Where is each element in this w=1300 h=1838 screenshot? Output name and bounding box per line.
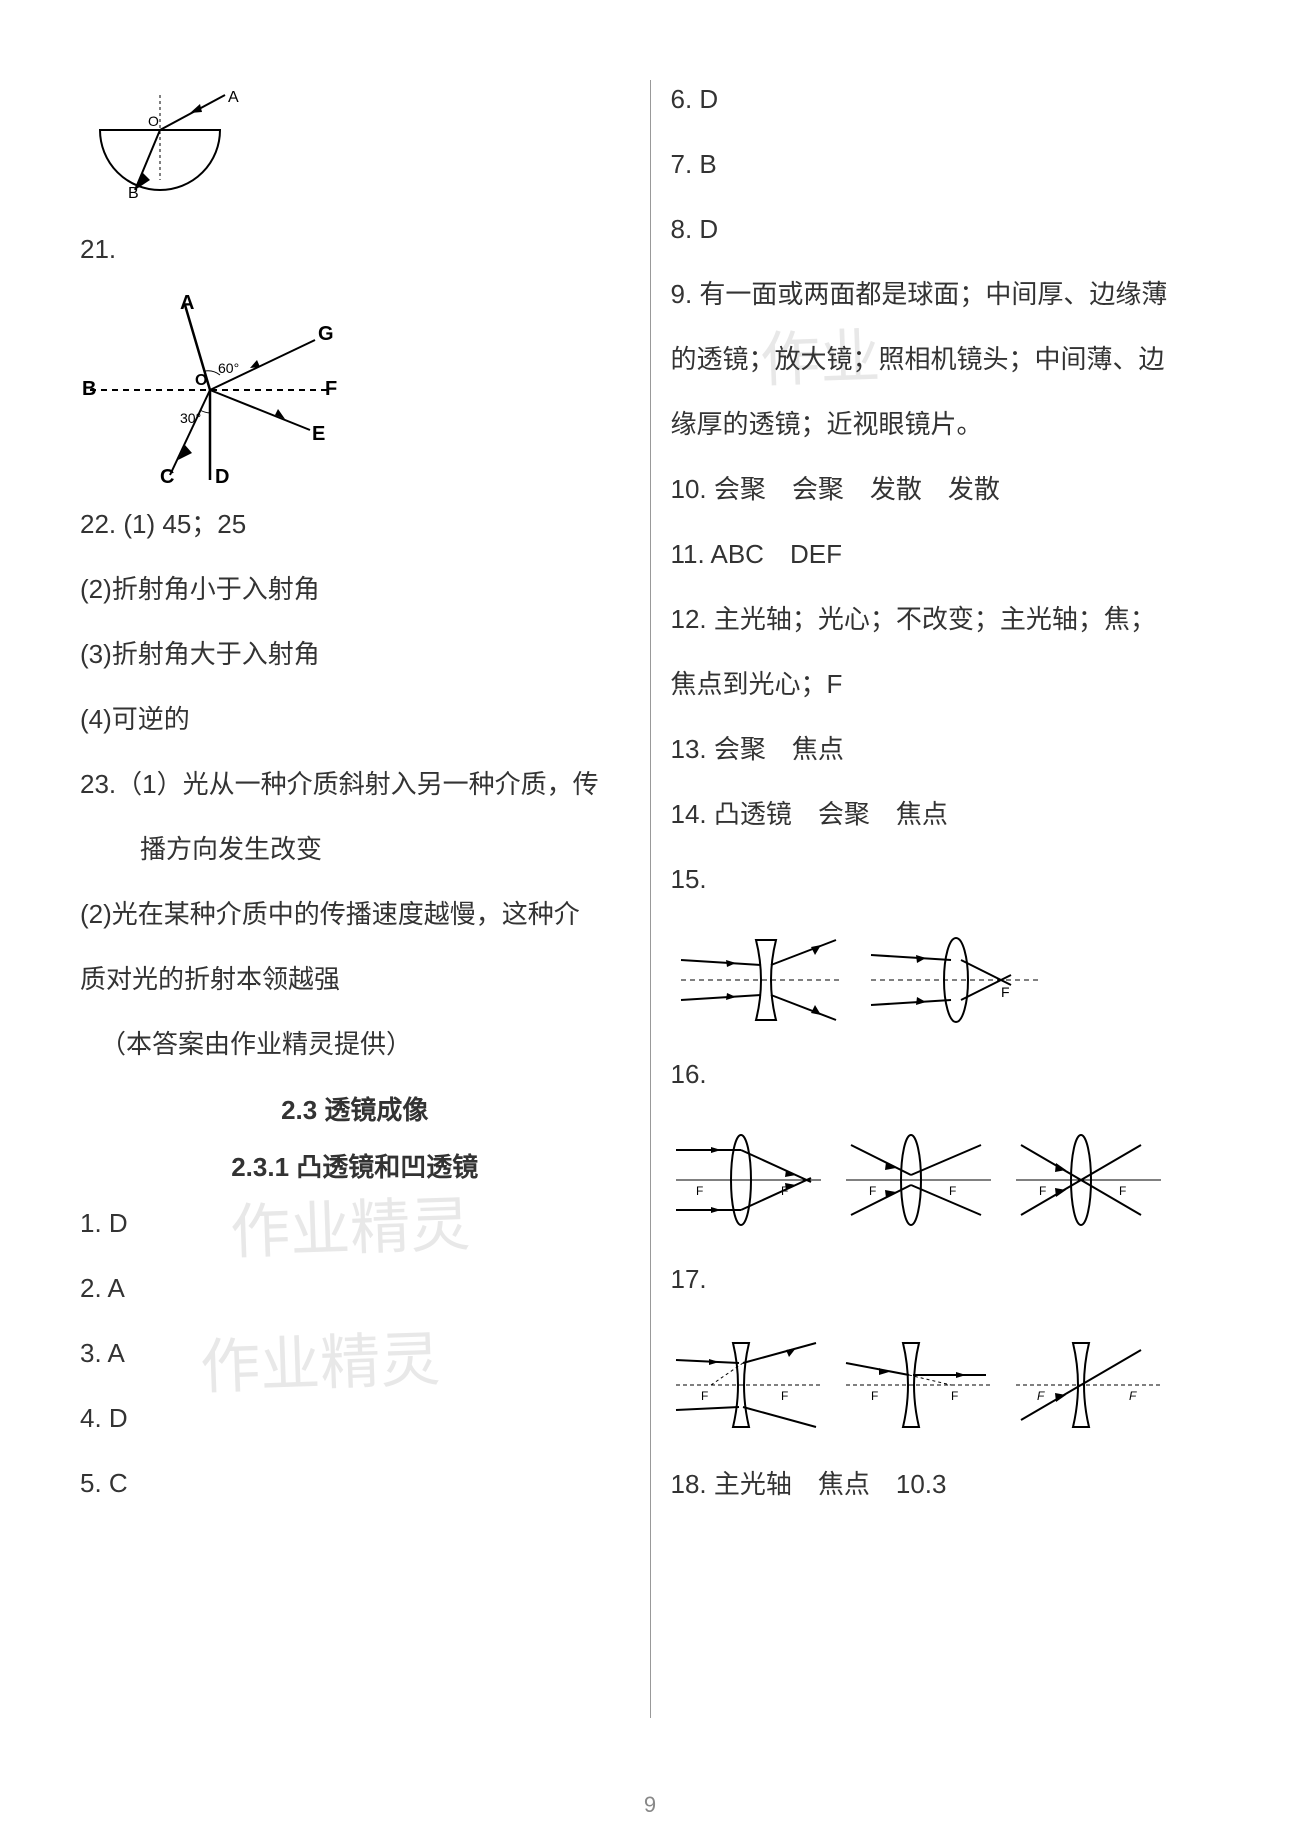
svg-text:F: F xyxy=(869,1184,876,1198)
q22-4: (4)可逆的 xyxy=(80,700,630,739)
label-A: A xyxy=(228,90,239,106)
figure-21: A B C D E F G O 60° 30° xyxy=(80,295,630,485)
q22-1: 22. (1) 45；25 xyxy=(80,505,630,544)
q18: 18. 主光轴 焦点 10.3 xyxy=(671,1465,1221,1504)
svg-text:G: G xyxy=(318,323,334,345)
q21-label: 21. xyxy=(80,230,630,269)
q23-1c: 播方向发生改变 xyxy=(80,830,630,869)
q12-b: 焦点到光心；F xyxy=(671,665,1221,704)
svg-text:F: F xyxy=(781,1389,788,1403)
svg-text:F: F xyxy=(696,1184,703,1198)
svg-text:D: D xyxy=(215,466,229,485)
q16-label: 16. xyxy=(671,1055,1221,1094)
ans-2: 2. A xyxy=(80,1269,630,1308)
q11: 11. ABC DEF xyxy=(671,535,1221,574)
figure-16: F F F F F xyxy=(671,1120,1221,1240)
label-B: B xyxy=(128,185,139,202)
label-O: O xyxy=(148,113,159,129)
q13: 13. 会聚 焦点 xyxy=(671,730,1221,769)
section-heading-231: 2.3.1 凸透镜和凹透镜 xyxy=(80,1147,630,1184)
ans-4: 4. D xyxy=(80,1399,630,1438)
svg-text:E: E xyxy=(312,423,325,445)
svg-text:F: F xyxy=(1037,1389,1045,1403)
svg-text:F: F xyxy=(951,1389,958,1403)
svg-text:F: F xyxy=(701,1389,708,1403)
right-column: 6. D 7. B 8. D 9. 有一面或两面都是球面；中间厚、边缘薄 的透镜… xyxy=(651,80,1241,1718)
q22-2: (2)折射角小于入射角 xyxy=(80,570,630,609)
q23-1: 23.（1）光从一种介质斜射入另一种介质，传 xyxy=(80,765,630,804)
q17-label: 17. xyxy=(671,1260,1221,1299)
ans-3: 3. A xyxy=(80,1334,630,1373)
svg-text:F: F xyxy=(1129,1389,1137,1403)
q9-b: 的透镜；放大镜；照相机镜头；中间薄、边 xyxy=(671,340,1221,379)
page-number: 9 xyxy=(0,1792,1300,1818)
q23-2a: (2)光在某种介质中的传播速度越慢，这种介 xyxy=(80,895,630,934)
left-column: A B O 21. A B C D xyxy=(60,80,651,1718)
svg-text:C: C xyxy=(160,466,174,485)
q9-a: 9. 有一面或两面都是球面；中间厚、边缘薄 xyxy=(671,275,1221,314)
section-heading-23: 2.3 透镜成像 xyxy=(80,1090,630,1127)
svg-text:F: F xyxy=(1039,1184,1046,1198)
svg-text:F: F xyxy=(949,1184,956,1198)
ans-8: 8. D xyxy=(671,210,1221,249)
ans-1: 1. D xyxy=(80,1204,630,1243)
svg-text:F: F xyxy=(1001,984,1010,1000)
q22-3: (3)折射角大于入射角 xyxy=(80,635,630,674)
q12-a: 12. 主光轴；光心；不改变；主光轴；焦； xyxy=(671,600,1221,639)
figure-15: F xyxy=(671,925,1221,1035)
q9-c: 缘厚的透镜；近视眼镜片。 xyxy=(671,405,1221,444)
svg-text:B: B xyxy=(82,378,96,400)
q23-2b: 质对光的折射本领越强 xyxy=(80,960,630,999)
q15-label: 15. xyxy=(671,860,1221,899)
svg-text:30°: 30° xyxy=(180,410,201,426)
svg-text:F: F xyxy=(871,1389,878,1403)
svg-text:F: F xyxy=(781,1184,788,1198)
page-content: A B O 21. A B C D xyxy=(0,0,1300,1778)
svg-text:60°: 60° xyxy=(218,360,239,376)
q14: 14. 凸透镜 会聚 焦点 xyxy=(671,795,1221,834)
q10: 10. 会聚 会聚 发散 发散 xyxy=(671,470,1221,509)
svg-text:F: F xyxy=(325,378,337,400)
figure-20: A B O xyxy=(80,90,630,210)
svg-text:F: F xyxy=(1119,1184,1126,1198)
ans-7: 7. B xyxy=(671,145,1221,184)
figure-17: F F F F F F xyxy=(671,1325,1221,1445)
svg-text:A: A xyxy=(180,295,194,314)
ans-5: 5. C xyxy=(80,1464,630,1503)
svg-text:O: O xyxy=(195,372,207,389)
q23-note: （本答案由作业精灵提供） xyxy=(80,1025,630,1064)
ans-6: 6. D xyxy=(671,80,1221,119)
